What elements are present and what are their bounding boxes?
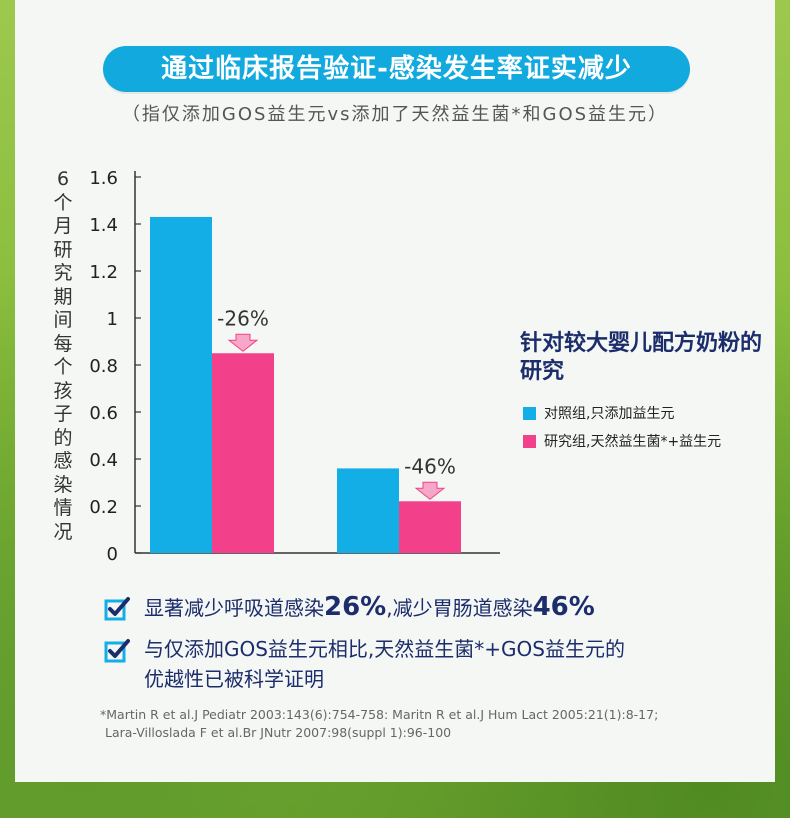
- legend-item-control: 对照组,只添加益生元: [523, 404, 674, 424]
- checkbox-check-icon: [104, 597, 130, 621]
- references: *Martin R et al.J Pediatr 2003:143(6):75…: [100, 706, 740, 742]
- page-title: 通过临床报告验证-感染发生率证实减少: [103, 46, 690, 92]
- legend-label-study: 研究组,天然益生菌*+益生元: [544, 434, 722, 450]
- y-tick-label: 1: [107, 309, 118, 330]
- y-tick-label: 0.6: [89, 403, 118, 424]
- legend-item-study: 研究组,天然益生菌*+益生元: [523, 432, 721, 452]
- bullet-1-text: 显著减少呼吸道感染: [144, 596, 324, 620]
- y-tick-label: 0.2: [89, 497, 118, 518]
- content-card: [15, 0, 775, 782]
- y-tick-label: 1.2: [89, 262, 118, 283]
- page-subtitle: （指仅添加GOS益生元vs添加了天然益生菌*和GOS益生元）: [121, 104, 669, 125]
- bar-control-group-2: [337, 468, 399, 553]
- legend-swatch-study: [523, 435, 536, 448]
- legend-title: 针对较大婴儿配方奶粉的研究: [520, 331, 763, 384]
- down-arrow-icon: [227, 333, 259, 352]
- y-tick-label: 0: [107, 544, 118, 565]
- reduction-label: -26%: [217, 306, 269, 330]
- legend-swatch-control: [523, 407, 536, 420]
- reference-line-1: *Martin R et al.J Pediatr 2003:143(6):75…: [100, 707, 659, 722]
- bar-chart: 1.6 1.4 1.2 1 0.8 0.6 0.4 0.2 0 -26% -46%: [89, 168, 500, 565]
- checkbox-check-icon: [104, 639, 130, 663]
- bar-study-group-1: [212, 353, 274, 553]
- bar-study-group-2: [399, 501, 461, 553]
- bullet-2-line-2: 优越性已被科学证明: [144, 667, 324, 691]
- bullet-1-stat-respiratory: 26%: [324, 592, 387, 622]
- y-tick-label: 1.4: [89, 215, 118, 236]
- y-tick-label: 1.6: [89, 168, 118, 189]
- bullet-2-line-1: 与仅添加GOS益生元相比,天然益生菌*+GOS益生元的: [144, 637, 625, 661]
- down-arrow-icon: [414, 481, 446, 500]
- bar-control-group-1: [150, 216, 212, 553]
- y-tick-label: 0.8: [89, 356, 118, 377]
- bullet-1-text-mid: ,减少胃肠道感染: [386, 596, 533, 620]
- reference-line-2: Lara-Villoslada F et al.Br JNutr 2007:98…: [105, 725, 452, 740]
- bullet-1-stat-gi: 46%: [532, 592, 595, 622]
- y-axis-label: 6个月研究期间每个孩子的感染情况: [53, 168, 73, 543]
- y-tick-label: 0.4: [89, 450, 118, 471]
- legend-label-control: 对照组,只添加益生元: [544, 406, 675, 422]
- reduction-label: -46%: [404, 454, 456, 478]
